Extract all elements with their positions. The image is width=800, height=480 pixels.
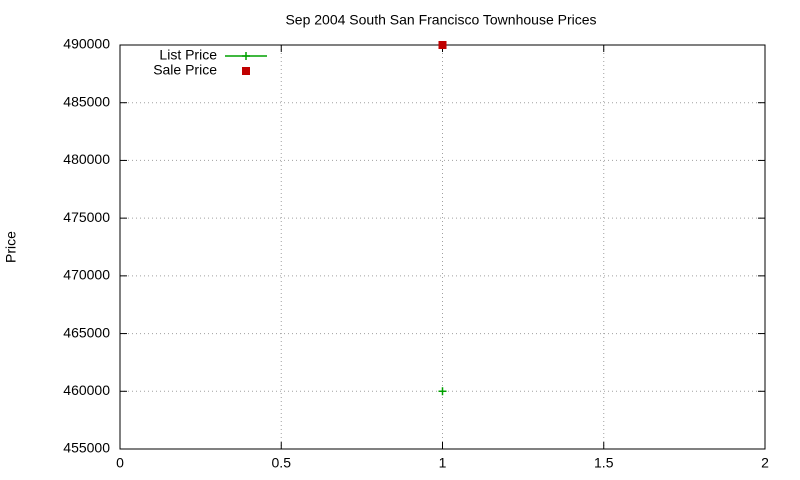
legend-label: List Price bbox=[159, 47, 217, 63]
chart-title: Sep 2004 South San Francisco Townhouse P… bbox=[285, 12, 596, 28]
y-tick-label: 485000 bbox=[63, 93, 110, 109]
x-tick-label: 0.5 bbox=[272, 455, 292, 471]
marker bbox=[438, 387, 447, 396]
y-tick-label: 470000 bbox=[63, 267, 110, 283]
y-tick-label: 455000 bbox=[63, 440, 110, 456]
marker bbox=[438, 41, 447, 49]
legend-label: Sale Price bbox=[153, 62, 217, 78]
y-tick-label: 460000 bbox=[63, 382, 110, 398]
x-tick-label: 2 bbox=[761, 455, 769, 471]
x-tick-label: 1 bbox=[439, 455, 447, 471]
y-tick-label: 490000 bbox=[63, 36, 110, 52]
x-tick-label: 0 bbox=[116, 455, 124, 471]
y-tick-label: 480000 bbox=[63, 151, 110, 167]
y-tick-label: 475000 bbox=[63, 209, 110, 225]
x-tick-label: 1.5 bbox=[594, 455, 614, 471]
y-axis-label: Price bbox=[3, 231, 19, 263]
legend-marker bbox=[242, 52, 250, 60]
legend-marker bbox=[242, 67, 250, 75]
y-tick-label: 465000 bbox=[63, 324, 110, 340]
